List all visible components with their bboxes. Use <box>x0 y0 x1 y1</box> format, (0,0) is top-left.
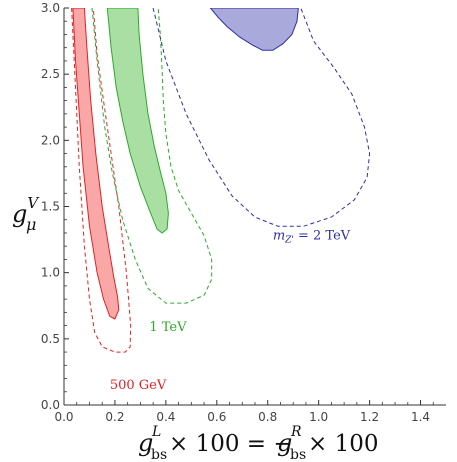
x-label-g-left: g <box>138 429 153 457</box>
y-tick-label: 0.5 <box>41 332 60 346</box>
dashed-contour-1tev <box>91 8 213 304</box>
annotation-1tev: 1 TeV <box>149 320 187 335</box>
y-tick-label: 3.0 <box>41 1 60 15</box>
regions-layer <box>71 8 371 353</box>
x-label-sup-right: R <box>290 424 302 440</box>
x-label-sup-left: L <box>151 424 161 440</box>
dashed-contour-2tev <box>152 8 371 227</box>
filled-region-500gev <box>72 8 120 320</box>
filled-region-1tev <box>106 8 169 234</box>
x-label-middle: × 100 = − <box>169 431 293 457</box>
y-tick-label: 2.5 <box>41 67 60 81</box>
y-tick-label: 2.0 <box>41 133 60 147</box>
x-tick-label: 0.8 <box>258 410 277 424</box>
annotation-2tev: mZ' = 2 TeV <box>273 229 351 246</box>
x-label-end: × 100 <box>308 431 378 457</box>
x-tick-label: 0.6 <box>207 410 226 424</box>
x-tick-label: 1.4 <box>411 410 430 424</box>
x-tick-label: 1.2 <box>360 410 379 424</box>
x-label-sub-right: bs <box>290 447 306 462</box>
y-axis-label: gV μ <box>12 194 40 234</box>
x-tick-label: 0.4 <box>156 410 175 424</box>
x-tick-label: 0.0 <box>54 410 73 424</box>
x-tick-label: 0.2 <box>105 410 124 424</box>
annotation-500gev: 500 GeV <box>110 378 167 393</box>
dashed-contour-500gev <box>71 8 132 353</box>
filled-region-2tev <box>209 8 299 51</box>
y-tick-label: 0.0 <box>41 398 60 412</box>
labels-layer: 0.0 0.2 0.4 0.6 0.8 1.0 1.2 1.4 0.0 0.5 1.0 1.5 2.0 2… <box>12 1 430 462</box>
x-label-g-right: g <box>277 429 292 457</box>
y-tick-label: 1.5 <box>41 200 60 214</box>
axes-layer <box>63 7 446 406</box>
x-label-sub-left: bs <box>151 447 167 462</box>
x-tick-label: 1.0 <box>309 410 328 424</box>
y-tick-label: 1.0 <box>41 266 60 280</box>
